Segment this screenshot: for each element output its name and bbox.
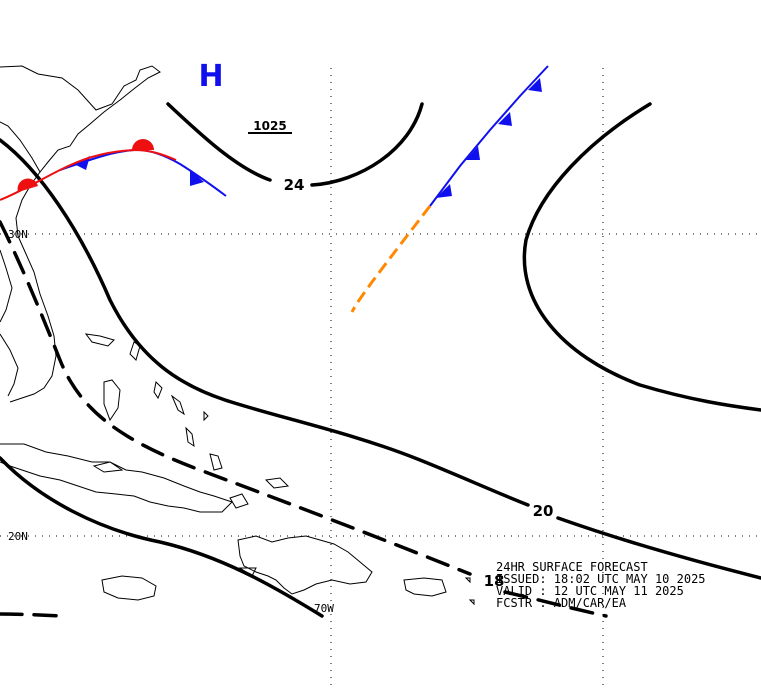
isobar-1018-west-stub <box>0 612 64 618</box>
lat-label-30n: 30N <box>8 228 28 241</box>
bahamas-exuma <box>209 453 223 471</box>
bahamas-eleuthera <box>170 394 185 416</box>
bahamas-andros <box>103 379 121 422</box>
us-southeast-coast <box>0 65 161 173</box>
cold-front-line-nw <box>59 148 227 197</box>
isobar-1020-central <box>0 138 761 580</box>
lat-label-20n: 20N <box>8 530 28 543</box>
warm-front <box>0 139 177 201</box>
coastlines <box>0 65 475 606</box>
warm-front-semicircle <box>17 178 38 192</box>
cold-front-northwest <box>59 148 227 197</box>
isobar-1018-dashed <box>0 220 472 576</box>
cold-front-line-east <box>429 65 549 207</box>
bahamas-islet-1 <box>84 333 115 347</box>
virgin-islands <box>464 577 475 606</box>
cold-front-triangle <box>190 170 204 186</box>
isobar-1024-north <box>166 102 424 187</box>
graticule-labels: 30N 20N 70W <box>8 228 334 615</box>
bahamas-islet-3 <box>203 410 209 422</box>
bahamas-islet-4 <box>264 477 290 489</box>
cold-front-triangle <box>436 184 452 198</box>
cold-front-triangle <box>498 112 512 126</box>
isobar-label-south: 18 <box>484 572 505 590</box>
jamaica <box>101 575 157 601</box>
forecast-info: 24HR SURFACE FORECAST ISSUED: 18:02 UTC … <box>496 560 706 610</box>
isobar-label-central: 20 <box>533 502 554 520</box>
isobar-1024-east <box>522 102 761 412</box>
cold-front-east <box>429 65 549 207</box>
graticule <box>0 68 761 691</box>
isobar-label-north: 24 <box>284 176 305 194</box>
hispaniola <box>237 535 373 595</box>
forecast-title: 24HR SURFACE FORECAST <box>496 560 648 574</box>
forecast-valid: VALID : 12 UTC MAY 11 2025 <box>496 584 684 598</box>
surface-trough <box>350 205 432 313</box>
isobars <box>0 102 761 618</box>
isobar-1018-dashed-east <box>503 590 608 618</box>
high-pressure-symbol: H <box>198 59 223 94</box>
florida-peninsula <box>0 171 57 403</box>
puerto-rico <box>403 577 447 597</box>
cold-front-triangle <box>466 146 480 160</box>
bahamas-long-island <box>185 426 195 448</box>
forecast-issued: ISSUED: 18:02 UTC MAY 10 2025 <box>496 572 706 586</box>
isobar-1018-southern <box>0 456 324 618</box>
lon-label-70w: 70W <box>314 602 334 615</box>
cold-front-triangle <box>528 78 542 92</box>
bahamas-abaco <box>153 380 163 400</box>
cuba <box>0 443 233 513</box>
forecast-forecaster: FCSTR : ADM/CAR/EA <box>496 596 627 610</box>
high-pressure-value: 1025 <box>253 119 286 133</box>
bahamas-inagua <box>229 493 249 509</box>
warm-front-semicircle <box>132 139 154 150</box>
high-pressure-center: H 1025 <box>198 59 292 134</box>
isobar-labels: 24 20 18 <box>284 176 554 590</box>
